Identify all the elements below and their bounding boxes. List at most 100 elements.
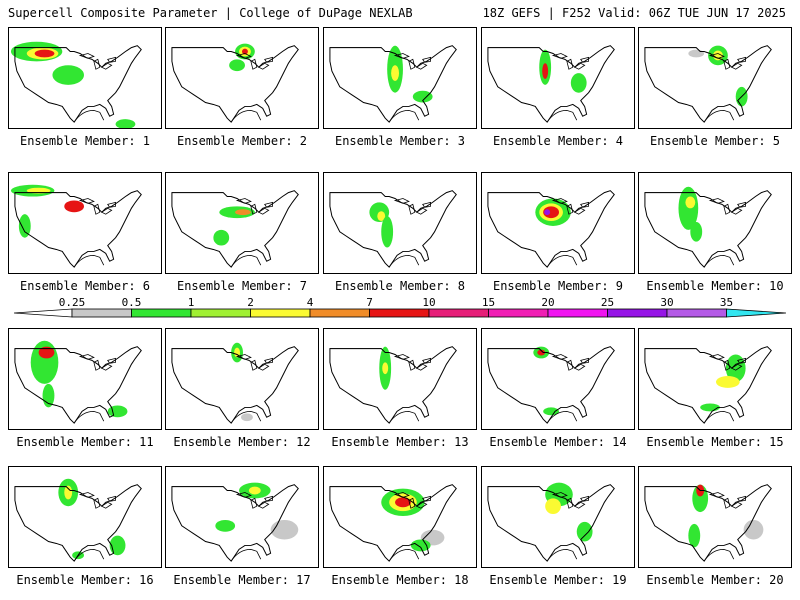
great-lake: [566, 359, 574, 371]
us-coastline: [171, 190, 299, 268]
scp-contour: [690, 222, 703, 242]
us-coastline: [644, 484, 772, 562]
colorbar-segment: [428, 308, 489, 318]
great-lake: [737, 201, 746, 208]
great-lake: [250, 497, 258, 509]
colorbar-segment: [607, 308, 668, 318]
gulf-coast: [73, 548, 105, 562]
scp-contour: [18, 214, 31, 238]
scp-contour: [545, 498, 561, 515]
colorbar-tick-label: 35: [719, 296, 734, 309]
great-lake: [107, 357, 116, 364]
ensemble-map-panel: [8, 328, 162, 430]
us-coastline: [329, 484, 457, 562]
great-lake: [264, 56, 273, 63]
great-lake: [408, 203, 416, 215]
us-coastline: [329, 346, 457, 424]
gulf-coast: [73, 410, 105, 424]
us-map: [329, 190, 457, 268]
great-lake: [708, 198, 725, 204]
great-lake: [264, 495, 273, 502]
us-map: [487, 45, 615, 123]
colorbar-tick-label: 0.25: [58, 296, 86, 309]
colorbar-segment: [666, 308, 727, 318]
great-lake: [100, 62, 113, 70]
great-lake: [723, 497, 731, 509]
great-lake: [551, 354, 568, 360]
great-lake: [573, 62, 586, 70]
ensemble-map-panel: [481, 27, 635, 129]
map-title: Supercell Composite Parameter | College …: [8, 6, 413, 20]
great-lake: [235, 53, 252, 59]
great-lake: [737, 56, 746, 63]
us-coastline: [14, 190, 142, 268]
us-map: [644, 45, 772, 123]
color-scale-bar: [13, 308, 787, 318]
great-lake: [566, 58, 574, 70]
great-lake: [566, 497, 574, 509]
ensemble-member-label: Ensemble Member: 9: [492, 279, 624, 293]
great-lake: [393, 53, 410, 59]
great-lake: [264, 201, 273, 208]
great-lake: [78, 198, 95, 204]
colorbar-tick-label: 10: [422, 296, 436, 309]
us-map: [171, 190, 299, 268]
great-lake: [737, 495, 746, 502]
great-lake: [551, 53, 568, 59]
scp-contour: [382, 362, 389, 375]
ensemble-map-panel: [323, 466, 477, 568]
gulf-coast: [546, 548, 578, 562]
great-lake: [235, 354, 252, 360]
colorbar-right-arrow: [726, 308, 787, 318]
scp-contour: [576, 521, 593, 542]
colorbar-segment: [309, 308, 370, 318]
ensemble-map-panel: [481, 328, 635, 430]
great-lake: [408, 497, 416, 509]
us-coastline: [329, 190, 457, 268]
ensemble-map-panel: [638, 27, 792, 129]
scp-contour: [34, 49, 55, 58]
great-lake: [257, 501, 270, 509]
ensemble-map-panel: [8, 172, 162, 274]
scp-contour: [688, 523, 701, 548]
ensemble-member-label: Ensemble Member: 6: [19, 279, 151, 293]
ensemble-map-panel: [8, 466, 162, 568]
scp-contour: [215, 519, 236, 532]
scp-contour: [412, 90, 433, 103]
great-lake: [408, 58, 416, 70]
great-lake: [107, 56, 116, 63]
ensemble-member-label: Ensemble Member: 3: [334, 134, 466, 148]
us-map: [644, 186, 772, 268]
great-lake: [580, 56, 589, 63]
great-lake: [107, 201, 116, 208]
us-coastline: [171, 484, 299, 562]
great-lake: [730, 501, 743, 509]
great-lake: [573, 501, 586, 509]
ensemble-member-label: Ensemble Member: 11: [16, 435, 154, 449]
ensemble-member-label: Ensemble Member: 18: [331, 573, 469, 587]
us-coastline: [14, 45, 142, 123]
colorbar-segment: [71, 308, 132, 318]
colorbar-tick-label: 4: [306, 296, 314, 309]
colorbar-tick-label: 30: [660, 296, 674, 309]
great-lake: [93, 203, 101, 215]
ensemble-member-label: Ensemble Member: 20: [646, 573, 784, 587]
colorbar-tick-label: 15: [481, 296, 496, 309]
scp-contour: [248, 486, 261, 495]
ensemble-map-panel: [165, 172, 319, 274]
scp-contour: [213, 229, 230, 246]
great-lake: [551, 492, 568, 498]
us-map: [644, 484, 772, 562]
scp-contour: [107, 405, 128, 418]
gulf-coast: [230, 410, 262, 424]
ensemble-member-label: Ensemble Member: 5: [649, 134, 781, 148]
ensemble-member-label: Ensemble Member: 7: [176, 279, 308, 293]
great-lake: [723, 203, 731, 215]
us-map: [329, 45, 457, 123]
ensemble-map-panel: [481, 466, 635, 568]
great-lake: [93, 359, 101, 371]
valid-time-label: 18Z GEFS | F252 Valid: 06Z TUE JUN 17 20…: [482, 6, 786, 20]
gulf-coast: [703, 410, 735, 424]
great-lake: [723, 58, 731, 70]
scp-contour: [410, 539, 431, 552]
